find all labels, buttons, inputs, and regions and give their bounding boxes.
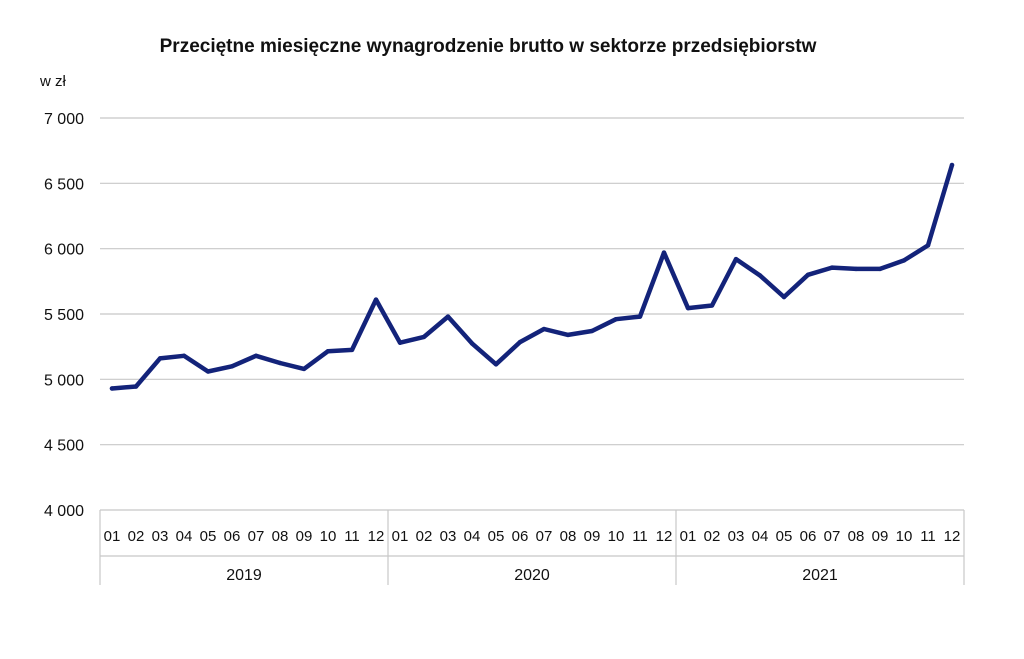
x-tick-label: 01 — [104, 528, 121, 545]
data-point — [229, 364, 235, 369]
x-tick-label: 11 — [632, 528, 648, 545]
x-tick-label: 02 — [704, 528, 721, 545]
x-tick-label: 02 — [128, 528, 145, 545]
data-point — [157, 356, 163, 361]
data-point — [325, 349, 331, 354]
y-tick-label: 7 000 — [44, 111, 84, 128]
x-tick-label: 06 — [512, 528, 529, 545]
x-tick-label: 10 — [320, 528, 337, 545]
data-point — [661, 250, 667, 255]
x-tick-label: 08 — [272, 528, 289, 545]
series-layer — [109, 162, 955, 391]
x-tick-label: 07 — [536, 528, 553, 545]
x-group-label: 2019 — [226, 567, 262, 584]
x-tick-label: 11 — [920, 528, 936, 545]
data-point — [277, 360, 283, 366]
data-point — [637, 314, 643, 319]
x-tick-label: 04 — [752, 528, 769, 545]
x-tick-label: 11 — [344, 528, 360, 545]
data-point — [445, 314, 451, 319]
x-axis: 01 02 03 04 05 06 07 08 09 10 11 12 2019 01 02 03 04 05 06… — [99, 510, 965, 585]
y-tick-label: 5 000 — [44, 372, 84, 389]
y-tick-label: 6 000 — [44, 242, 84, 259]
x-tick-label: 12 — [944, 528, 961, 545]
x-tick-label: 06 — [800, 528, 817, 545]
data-point — [253, 353, 259, 359]
x-tick-label: 09 — [296, 528, 313, 545]
x-tick-label: 08 — [848, 528, 865, 545]
data-point — [517, 339, 523, 345]
x-tick-label: 12 — [368, 528, 385, 545]
gridlines — [100, 117, 964, 511]
y-axis-unit-label: w zł — [39, 73, 67, 90]
x-tick-label: 04 — [176, 528, 193, 545]
data-point — [541, 326, 547, 332]
data-point — [853, 266, 859, 272]
x-tick-label: 01 — [392, 528, 409, 545]
x-tick-label: 10 — [896, 528, 913, 545]
data-point — [205, 369, 211, 374]
data-point — [133, 384, 139, 389]
data-point — [493, 362, 499, 367]
x-tick-label: 05 — [200, 528, 217, 545]
data-point — [781, 294, 787, 300]
data-point — [877, 266, 883, 272]
data-point — [421, 334, 427, 340]
data-point — [565, 332, 571, 338]
x-tick-label: 09 — [584, 528, 601, 545]
data-point — [757, 273, 763, 278]
data-point — [733, 256, 739, 262]
x-tick-label: 05 — [776, 528, 793, 545]
data-point — [685, 305, 691, 311]
data-point — [829, 265, 835, 270]
y-tick-label: 4 500 — [44, 438, 84, 455]
x-tick-label: 08 — [560, 528, 577, 545]
data-point — [397, 340, 403, 345]
y-tick-label: 5 500 — [44, 307, 84, 324]
data-point — [805, 272, 811, 277]
y-tick-label: 6 500 — [44, 176, 84, 193]
x-tick-label: 12 — [656, 528, 673, 545]
y-tick-label: 4 000 — [44, 503, 84, 520]
x-tick-label: 07 — [824, 528, 841, 545]
x-tick-label: 06 — [224, 528, 241, 545]
x-tick-label: 03 — [440, 528, 457, 545]
x-tick-label: 03 — [728, 528, 745, 545]
x-tick-label: 01 — [680, 528, 697, 545]
x-group-label: 2020 — [514, 567, 550, 584]
data-point — [925, 243, 931, 248]
data-point — [469, 341, 475, 346]
data-point — [181, 353, 187, 359]
x-tick-label: 02 — [416, 528, 433, 545]
data-point — [901, 258, 907, 263]
x-tick-label: 09 — [872, 528, 889, 545]
x-tick-label: 05 — [488, 528, 505, 545]
data-point — [709, 303, 715, 308]
x-tick-label: 04 — [464, 528, 481, 545]
chart-title: Przeciętne miesięczne wynagrodzenie brut… — [160, 36, 817, 57]
data-point — [613, 317, 619, 322]
data-point — [373, 297, 379, 302]
x-tick-label: 03 — [152, 528, 169, 545]
data-point — [109, 386, 115, 391]
x-tick-label: 10 — [608, 528, 625, 545]
data-point — [349, 347, 355, 353]
y-axis-ticks: 4 000 4 500 5 000 5 500 6 000 6 500 7 000 — [44, 111, 84, 520]
x-tick-label: 07 — [248, 528, 265, 545]
data-point — [949, 162, 955, 168]
data-point — [301, 366, 307, 372]
data-point — [589, 328, 595, 334]
series-line — [109, 162, 955, 391]
x-group-label: 2021 — [802, 567, 838, 584]
